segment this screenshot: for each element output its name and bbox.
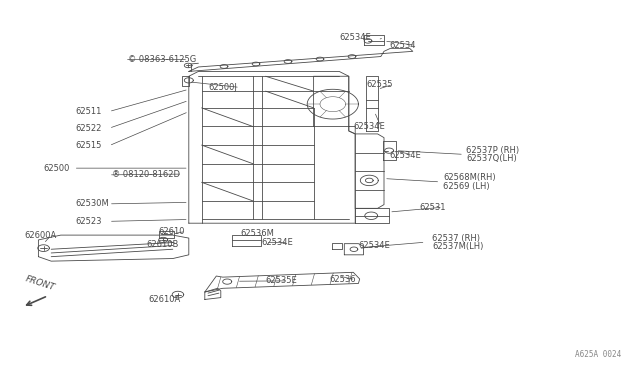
Text: 62534E: 62534E [358,241,390,250]
Text: 62569 (LH): 62569 (LH) [443,182,490,190]
Text: 62500: 62500 [44,164,70,173]
Text: 62534: 62534 [389,41,415,50]
Text: 62537P (RH): 62537P (RH) [466,146,519,155]
Text: 62530M: 62530M [76,199,109,208]
Text: 62522: 62522 [76,124,102,133]
Text: 62534E: 62534E [339,33,371,42]
Text: 62534E: 62534E [261,238,293,247]
Text: FRONT: FRONT [24,274,56,292]
Text: 62537Q(LH): 62537Q(LH) [466,154,516,163]
Text: 62536: 62536 [330,275,356,284]
Text: 62536M: 62536M [240,229,274,238]
Text: 62610B: 62610B [146,240,179,249]
Text: 62531: 62531 [420,203,446,212]
Text: ® 08120-8162D: ® 08120-8162D [112,170,180,179]
Text: 62534E: 62534E [353,122,385,131]
Text: 62535: 62535 [366,80,392,89]
Text: 62515: 62515 [76,141,102,150]
Text: A625A 0024: A625A 0024 [575,350,621,359]
Text: 62534E: 62534E [389,151,421,160]
Text: 62568M(RH): 62568M(RH) [443,173,495,182]
Text: 62500J: 62500J [208,83,237,92]
Text: 62610A: 62610A [148,295,180,304]
Text: 62537M(LH): 62537M(LH) [432,242,483,251]
Text: © 08363-6125G: © 08363-6125G [128,55,196,64]
Text: 62610: 62610 [159,227,185,236]
Text: 62523: 62523 [76,217,102,226]
Text: 62537 (RH): 62537 (RH) [432,234,480,243]
Text: 62600A: 62600A [24,231,56,240]
Text: 62535E: 62535E [266,276,298,285]
Text: 62511: 62511 [76,107,102,116]
